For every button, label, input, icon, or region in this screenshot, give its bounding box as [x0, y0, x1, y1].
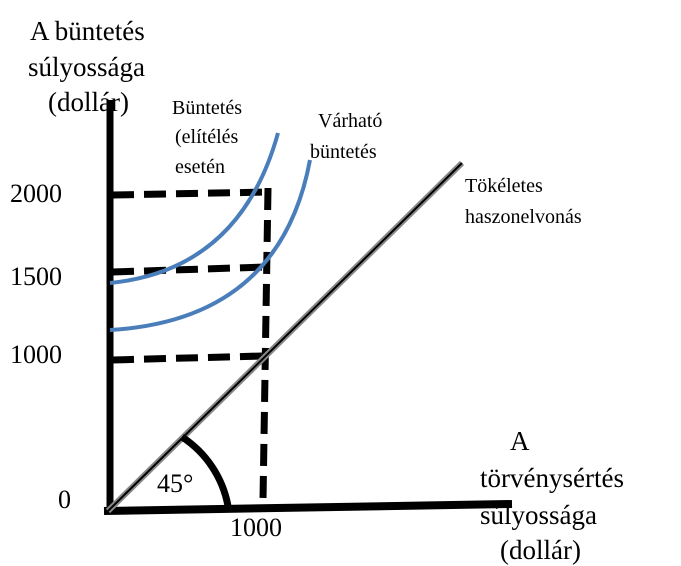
y-label: (dollár)	[48, 87, 129, 117]
expected-curve	[109, 159, 312, 332]
angle-arc	[180, 434, 232, 507]
y-label: A büntetés	[30, 16, 145, 46]
x-label: súlyossága	[480, 500, 597, 530]
line-label: haszonelvonás	[465, 206, 582, 228]
curve-label: büntetés	[310, 141, 377, 163]
curve-label: (elítélés	[175, 126, 239, 148]
y-label: súlyossága	[28, 52, 145, 82]
y-tick: 0	[58, 485, 71, 514]
x-axis	[103, 500, 513, 515]
x-label: (dollár)	[500, 535, 581, 565]
x-label: törvénysértés	[480, 463, 624, 493]
profit-line-core	[107, 162, 463, 512]
dashed-guides	[111, 187, 272, 501]
y-tick: 1500	[10, 262, 62, 291]
curve-label: esetén	[175, 156, 225, 178]
line-label: Tökéletes	[465, 175, 543, 197]
angle-label: 45°	[157, 469, 193, 498]
penalty-curve	[109, 132, 280, 285]
curve-label: Büntetés	[172, 97, 242, 119]
x-tick: 1000	[230, 513, 282, 542]
x-label: A	[510, 426, 530, 456]
curve-label: Várható	[318, 110, 382, 132]
y-tick: 2000	[10, 179, 62, 208]
y-tick: 1000	[10, 340, 62, 369]
